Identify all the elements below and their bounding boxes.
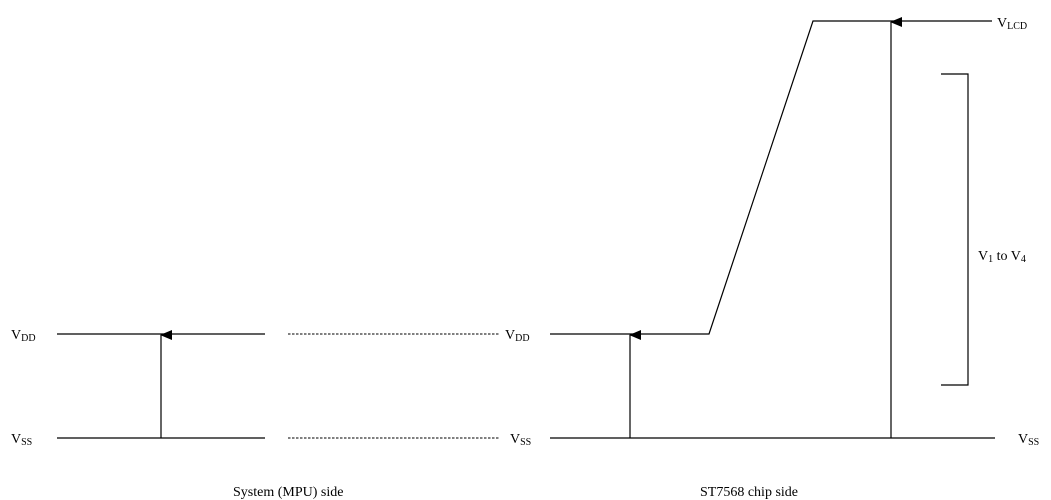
system-side-caption: System (MPU) side (233, 485, 343, 500)
chip-vdd-label: VDD (505, 328, 530, 344)
chip-vss-label: VSS (510, 432, 531, 448)
vdd-to-vlcd-ramp-line (550, 20, 992, 335)
left-vss-label: VSS (11, 432, 32, 448)
left-vdd-label: VDD (11, 328, 36, 344)
v1-to-v4-bracket (941, 73, 969, 386)
right-vss-label: VSS (1018, 432, 1039, 448)
chip-side-caption: ST7568 chip side (700, 485, 798, 500)
vlcd-label: VLCD (997, 16, 1027, 32)
v1-to-v4-label: V1 to V4 (978, 249, 1026, 265)
